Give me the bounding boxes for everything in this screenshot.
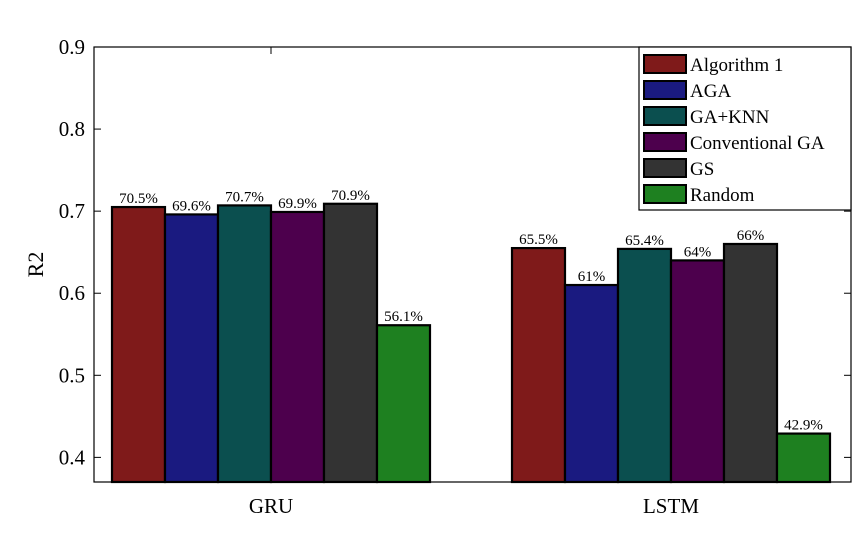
x-tick-label: LSTM bbox=[643, 494, 699, 518]
bars bbox=[110, 202, 832, 484]
y-tick-label: 0.6 bbox=[59, 281, 85, 305]
legend-swatch bbox=[643, 158, 687, 178]
bar bbox=[110, 205, 167, 484]
bar bbox=[322, 202, 379, 484]
data-label: 69.9% bbox=[278, 196, 317, 212]
y-tick-label: 0.9 bbox=[59, 35, 85, 59]
y-tick-label: 0.8 bbox=[59, 117, 85, 141]
data-labels: 70.5% 69.6% 70.7% 69.9% 70.9% 56.1% 65.5% 61% 65… bbox=[119, 188, 823, 434]
legend-label: Random bbox=[690, 185, 755, 206]
bar bbox=[616, 247, 673, 484]
bar bbox=[375, 324, 432, 484]
axes bbox=[93, 46, 852, 483]
legend-label: Algorithm 1 bbox=[690, 55, 783, 76]
y-tick-label: 0.5 bbox=[59, 363, 85, 387]
legend-label: Conventional GA bbox=[690, 133, 825, 154]
bar bbox=[216, 204, 273, 484]
legend-swatch bbox=[643, 106, 687, 126]
data-label: 61% bbox=[578, 269, 606, 285]
bar bbox=[775, 432, 832, 484]
data-label: 65.4% bbox=[625, 233, 664, 249]
data-label: 65.5% bbox=[519, 232, 558, 248]
data-label: 66% bbox=[737, 228, 765, 244]
data-label: 70.7% bbox=[225, 189, 264, 205]
data-label: 69.6% bbox=[172, 198, 211, 214]
legend-label: GA+KNN bbox=[690, 107, 770, 128]
bar bbox=[722, 242, 779, 484]
legend-swatch bbox=[643, 54, 687, 74]
legend-label: GS bbox=[690, 159, 714, 180]
y-tick-label: 0.4 bbox=[59, 445, 86, 469]
bar bbox=[269, 210, 326, 484]
legend-swatch bbox=[643, 132, 687, 152]
data-label: 70.5% bbox=[119, 191, 158, 207]
x-axis-ticks: GRU LSTM bbox=[249, 47, 699, 518]
data-label: 42.9% bbox=[784, 418, 823, 434]
y-tick-label: 0.7 bbox=[59, 199, 85, 223]
data-label: 70.9% bbox=[331, 188, 370, 204]
data-label: 64% bbox=[684, 244, 712, 260]
y-axis-label: R2 bbox=[23, 252, 48, 278]
legend: Algorithm 1 AGA GA+KNN Conventional GA GS Ran… bbox=[638, 46, 852, 211]
bar bbox=[163, 213, 220, 484]
legend-label: AGA bbox=[690, 81, 731, 102]
bar bbox=[669, 259, 726, 484]
legend-box bbox=[638, 46, 852, 211]
bar bbox=[510, 246, 567, 484]
x-tick-label: GRU bbox=[249, 494, 293, 518]
data-label: 56.1% bbox=[384, 309, 423, 325]
bar bbox=[563, 283, 620, 484]
legend-swatch bbox=[643, 184, 687, 204]
plot-area-frame bbox=[93, 46, 852, 483]
legend-swatch bbox=[643, 80, 687, 100]
